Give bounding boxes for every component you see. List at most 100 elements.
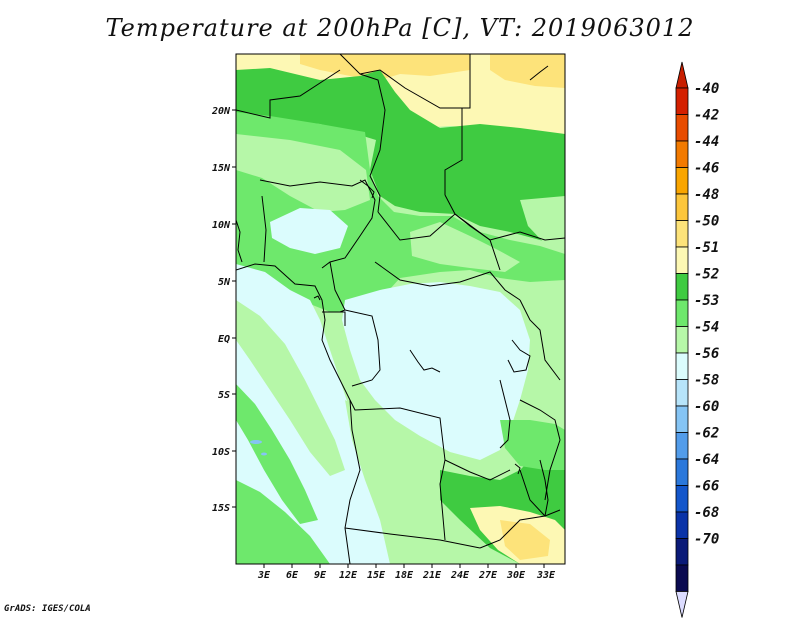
field-m53-south-streak-c <box>236 480 330 564</box>
colorbar-label: -62 <box>694 426 719 442</box>
colorbar-label: -70 <box>694 532 719 548</box>
border-east-b <box>519 469 546 517</box>
colorbar-bottom-arrow <box>675 591 689 618</box>
y-tick-label: 15N <box>212 163 231 174</box>
field-m54-east <box>520 196 565 250</box>
map-frame <box>235 53 566 565</box>
colorbar-swatch <box>675 432 689 460</box>
border-zambia <box>479 509 561 549</box>
colorbar-swatch <box>675 352 689 380</box>
colorbar-swatch <box>675 220 689 248</box>
coast-lake-chad <box>359 179 375 199</box>
colorbar-swatch <box>675 167 689 195</box>
colorbar-label: -42 <box>694 108 719 124</box>
colorbar-label: -40 <box>694 81 719 97</box>
border-car-drc <box>374 261 521 301</box>
colorbar-swatch <box>675 273 689 301</box>
border-east-a <box>519 299 561 381</box>
colorbar-swatch <box>675 299 689 327</box>
border-drc-angola <box>349 399 511 481</box>
colorbar-label: -46 <box>694 161 719 177</box>
border-libya-egypt <box>444 54 471 195</box>
field-north-m51 <box>236 54 565 140</box>
colorbar-swatch <box>675 564 689 592</box>
colorbar-swatch <box>675 114 689 142</box>
colorbar-swatch <box>675 538 689 566</box>
x-tick-label: 18E <box>395 570 414 581</box>
colorbar-label: -53 <box>694 293 719 309</box>
colorbar-label: -64 <box>694 452 719 468</box>
colorbar-swatch <box>675 193 689 221</box>
colorbar-top-arrow <box>675 61 689 89</box>
coast-lake-malawi-b <box>514 463 521 475</box>
field-north-m50-b <box>490 54 565 88</box>
border-niger-mali <box>236 69 341 119</box>
colorbar-label: -58 <box>694 373 719 389</box>
coast-lake-tanganyika <box>499 379 511 449</box>
y-axis-labels: 20N 15N 10N 5N EQ 5S 10S 15S <box>211 106 231 514</box>
field-north-m50-a <box>300 54 470 80</box>
border-congo-drc <box>344 309 381 387</box>
field-m54-south-streak-a <box>236 300 345 476</box>
field-m54-north-a <box>236 134 370 212</box>
colorbar: -40 -42 -44 -46 -48 -50 -51 -52 -53 -54 -56 -58 -60 -… <box>675 61 719 618</box>
y-tick-label: 10S <box>212 447 230 458</box>
border-namibia <box>344 527 481 549</box>
border-libya-chad <box>339 54 462 109</box>
colorbar-label: -54 <box>694 320 719 336</box>
field-m56-congo <box>342 282 530 460</box>
coast-lake-victoria <box>507 339 531 373</box>
map-title: Temperature at 200hPa [C], VT: 201906301… <box>105 14 695 42</box>
border-sudan-ssudan <box>444 194 565 241</box>
field-m56-northwest <box>270 208 348 254</box>
x-tick-label: 24E <box>450 570 470 581</box>
colorbar-swatch <box>675 140 689 168</box>
x-tick-label: 6E <box>286 570 299 581</box>
colorbar-swatch <box>675 405 689 433</box>
field-m53-south-streak-b <box>236 384 318 524</box>
temperature-field <box>236 54 565 564</box>
border-niger-chad <box>359 73 386 213</box>
country-borders <box>236 54 565 564</box>
colorbar-swatch <box>675 246 689 274</box>
border-tanzania <box>519 399 561 501</box>
x-tick-label: 33E <box>536 570 556 581</box>
coast-congo-inner <box>409 349 441 373</box>
border-gabon <box>322 311 346 326</box>
border-nigeria <box>259 179 376 269</box>
y-tick-label: 5N <box>218 277 231 288</box>
colorbar-label: -60 <box>694 399 719 415</box>
y-tick-label: EQ <box>218 334 230 345</box>
field-m54-north-b <box>410 222 520 272</box>
tick-marks <box>232 109 545 568</box>
coast-lake-malawi <box>539 459 549 517</box>
coast-red-sea <box>529 65 549 81</box>
colorbar-label: -56 <box>694 346 719 362</box>
y-tick-label: 20N <box>211 106 231 117</box>
x-tick-label: 30E <box>506 570 526 581</box>
x-tick-label: 15E <box>367 570 386 581</box>
colorbar-swatch <box>675 326 689 354</box>
field-m58-speck-a <box>250 440 262 444</box>
colorbar-label: -51 <box>694 240 719 256</box>
field-m53-southeast <box>500 420 565 470</box>
field-m58-speck-b <box>261 452 267 456</box>
grads-credit: GrADS: IGES/COLA <box>4 604 91 614</box>
colorbar-swatch <box>675 87 689 115</box>
x-tick-label: 21E <box>422 570 442 581</box>
x-axis-labels: 3E 6E 9E 12E 15E 18E 21E 24E 27E 30E 33E <box>257 570 556 581</box>
colorbar-label: -48 <box>694 187 719 203</box>
coast-west-africa <box>236 263 361 564</box>
colorbar-label: -66 <box>694 479 719 495</box>
colorbar-swatch <box>675 379 689 407</box>
coast-guinea-left <box>236 219 243 263</box>
x-tick-label: 27E <box>478 570 498 581</box>
y-tick-label: 15S <box>212 503 230 514</box>
colorbar-swatch <box>675 485 689 513</box>
border-benin <box>261 195 267 263</box>
colorbar-label: -44 <box>694 134 719 150</box>
y-tick-label: 10N <box>212 220 231 231</box>
colorbar-swatch <box>675 458 689 486</box>
x-tick-label: 3E <box>257 570 271 581</box>
